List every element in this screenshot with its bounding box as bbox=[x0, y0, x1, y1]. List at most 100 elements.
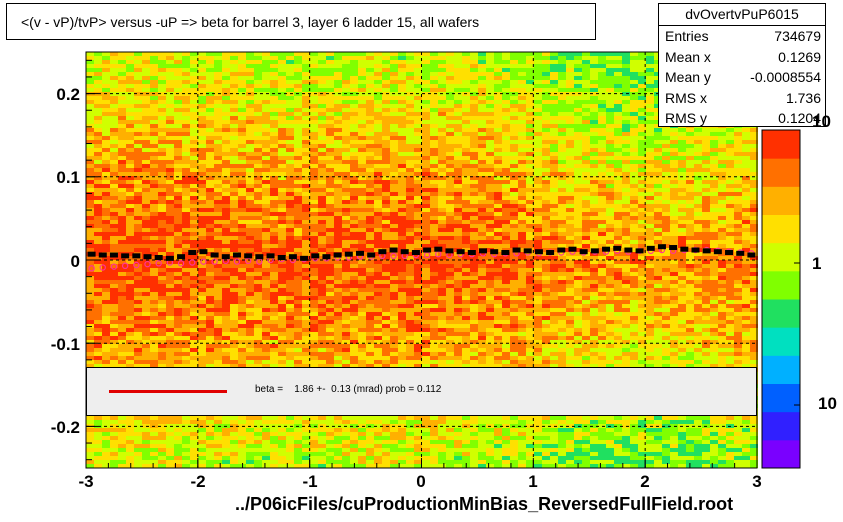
heatmap-cell bbox=[430, 236, 438, 240]
heatmap-cell bbox=[334, 204, 342, 208]
heatmap-cell bbox=[350, 148, 358, 152]
heatmap-cell bbox=[750, 244, 758, 248]
heatmap-cell bbox=[430, 256, 438, 260]
heatmap-cell bbox=[182, 96, 190, 100]
heatmap-cell bbox=[422, 140, 430, 144]
heatmap-cell bbox=[310, 60, 318, 64]
heatmap-cell bbox=[382, 196, 390, 200]
heatmap-cell bbox=[174, 116, 182, 120]
heatmap-cell bbox=[630, 72, 638, 76]
heatmap-cell bbox=[118, 168, 126, 172]
heatmap-cell bbox=[654, 276, 662, 280]
heatmap-cell bbox=[110, 128, 118, 132]
heatmap-cell bbox=[702, 192, 710, 196]
heatmap-cell bbox=[294, 72, 302, 76]
heatmap-cell bbox=[182, 72, 190, 76]
heatmap-cell bbox=[742, 140, 750, 144]
heatmap-cell bbox=[206, 272, 214, 276]
heatmap-cell bbox=[454, 204, 462, 208]
heatmap-cell bbox=[318, 184, 326, 188]
heatmap-cell bbox=[534, 132, 542, 136]
heatmap-cell bbox=[582, 196, 590, 200]
heatmap-cell bbox=[630, 152, 638, 156]
heatmap-cell bbox=[270, 124, 278, 128]
heatmap-cell bbox=[502, 108, 510, 112]
heatmap-cell bbox=[174, 160, 182, 164]
heatmap-cell bbox=[182, 92, 190, 96]
heatmap-cell bbox=[278, 240, 286, 244]
heatmap-cell bbox=[118, 144, 126, 148]
heatmap-cell bbox=[254, 244, 262, 248]
heatmap-cell bbox=[278, 188, 286, 192]
heatmap-cell bbox=[630, 268, 638, 272]
heatmap-cell bbox=[670, 260, 678, 264]
heatmap-cell bbox=[398, 204, 406, 208]
heatmap-cell bbox=[134, 148, 142, 152]
heatmap-cell bbox=[726, 200, 734, 204]
heatmap-cell bbox=[638, 60, 646, 64]
heatmap-cell bbox=[278, 160, 286, 164]
heatmap-cell bbox=[582, 72, 590, 76]
heatmap-cell bbox=[358, 80, 366, 84]
heatmap-cell bbox=[622, 144, 630, 148]
heatmap-cell bbox=[86, 104, 94, 108]
heatmap-cell bbox=[230, 272, 238, 276]
heatmap-cell bbox=[614, 68, 622, 72]
heatmap-cell bbox=[286, 96, 294, 100]
heatmap-cell bbox=[630, 232, 638, 236]
heatmap-cell bbox=[174, 124, 182, 128]
heatmap-cell bbox=[486, 56, 494, 60]
heatmap-cell bbox=[406, 260, 414, 264]
heatmap-cell bbox=[118, 136, 126, 140]
heatmap-cell bbox=[558, 212, 566, 216]
heatmap-cell bbox=[230, 156, 238, 160]
heatmap-cell bbox=[614, 120, 622, 124]
heatmap-cell bbox=[694, 272, 702, 276]
heatmap-cell bbox=[526, 256, 534, 260]
heatmap-cell bbox=[718, 260, 726, 264]
heatmap-cell bbox=[734, 188, 742, 192]
heatmap-cell bbox=[710, 172, 718, 176]
heatmap-cell bbox=[462, 100, 470, 104]
heatmap-cell bbox=[390, 252, 398, 256]
heatmap-cell bbox=[606, 196, 614, 200]
heatmap-cell bbox=[558, 220, 566, 224]
heatmap-cell bbox=[374, 192, 382, 196]
heatmap-cell bbox=[294, 280, 302, 284]
heatmap-cell bbox=[470, 240, 478, 244]
heatmap-cell bbox=[742, 160, 750, 164]
heatmap-cell bbox=[606, 260, 614, 264]
heatmap-cell bbox=[638, 64, 646, 68]
heatmap-cell bbox=[94, 180, 102, 184]
heatmap-cell bbox=[638, 152, 646, 156]
heatmap-cell bbox=[566, 184, 574, 188]
heatmap-cell bbox=[94, 288, 102, 292]
heatmap-cell bbox=[86, 140, 94, 144]
heatmap-cell bbox=[654, 144, 662, 148]
heatmap-cell bbox=[454, 172, 462, 176]
heatmap-cell bbox=[318, 156, 326, 160]
heatmap-cell bbox=[270, 88, 278, 92]
heatmap-cell bbox=[470, 132, 478, 136]
heatmap-cell bbox=[566, 260, 574, 264]
heatmap-cell bbox=[414, 264, 422, 268]
heatmap-cell bbox=[486, 200, 494, 204]
heatmap-cell bbox=[638, 80, 646, 84]
heatmap-cell bbox=[446, 172, 454, 176]
heatmap-cell bbox=[574, 60, 582, 64]
heatmap-cell bbox=[710, 148, 718, 152]
heatmap-cell bbox=[230, 116, 238, 120]
heatmap-cell bbox=[222, 120, 230, 124]
heatmap-cell bbox=[590, 204, 598, 208]
heatmap-cell bbox=[278, 180, 286, 184]
heatmap-cell bbox=[182, 52, 190, 56]
heatmap-cell bbox=[398, 56, 406, 60]
heatmap-cell bbox=[598, 224, 606, 228]
heatmap-cell bbox=[326, 196, 334, 200]
heatmap-cell bbox=[502, 172, 510, 176]
heatmap-cell bbox=[230, 216, 238, 220]
heatmap-cell bbox=[558, 268, 566, 272]
heatmap-cell bbox=[382, 116, 390, 120]
heatmap-cell bbox=[214, 288, 222, 292]
heatmap-cell bbox=[206, 80, 214, 84]
